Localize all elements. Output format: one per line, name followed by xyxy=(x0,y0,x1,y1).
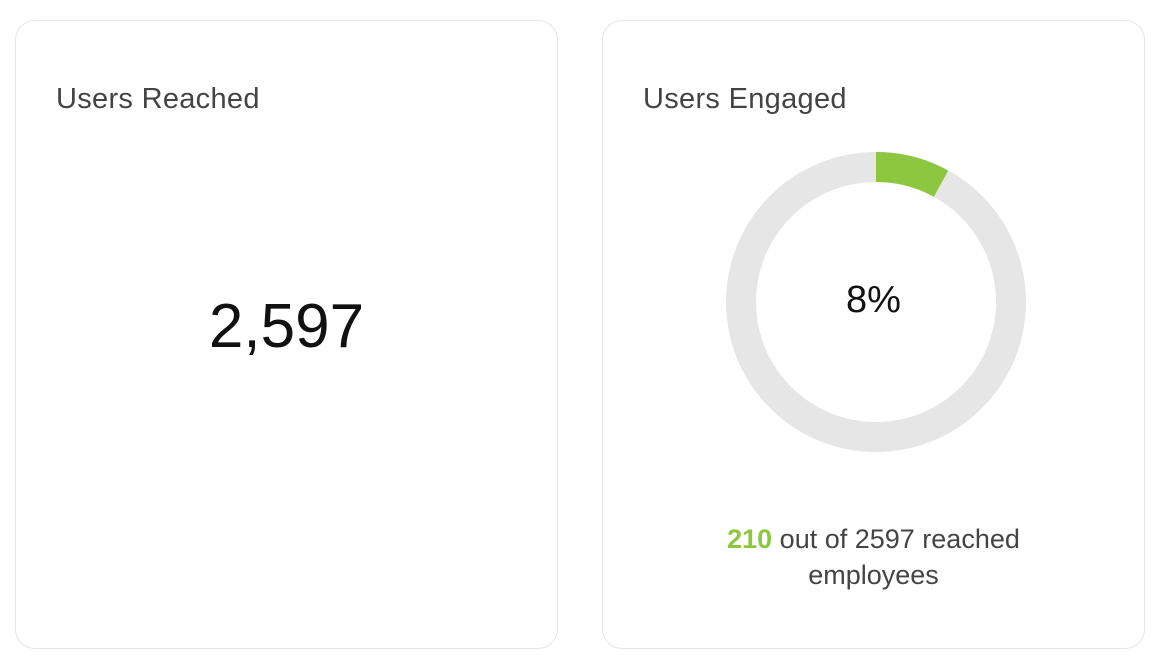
engaged-count: 210 xyxy=(727,524,773,554)
engaged-summary: 210 out of 2597 reached employees xyxy=(603,521,1144,593)
summary-text: out of 2597 reached xyxy=(772,524,1020,554)
users-reached-card: Users Reached 2,597 xyxy=(15,20,558,649)
engaged-percent: 8% xyxy=(846,279,901,321)
summary-text-2: employees xyxy=(808,560,939,590)
card-title: Users Engaged xyxy=(643,83,847,115)
donut-progress-arc xyxy=(726,152,1026,452)
card-title: Users Reached xyxy=(56,83,260,115)
engagement-donut xyxy=(726,152,1026,452)
users-engaged-card: Users Engaged 8% 210 out of 2597 reached… xyxy=(602,20,1145,649)
users-reached-value: 2,597 xyxy=(208,292,365,361)
